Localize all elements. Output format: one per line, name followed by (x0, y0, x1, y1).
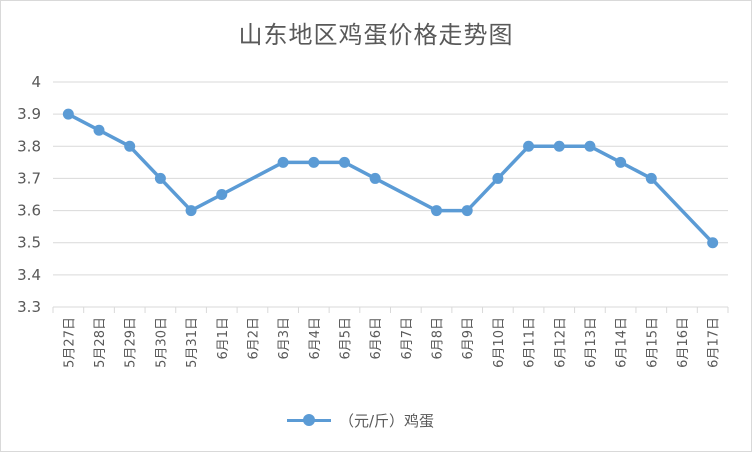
x-tick-label: 5月31日 (185, 317, 200, 368)
data-point (492, 172, 504, 184)
data-point (308, 156, 320, 168)
x-tick-label: 6月6日 (369, 317, 384, 360)
x-tick-label: 6月7日 (400, 317, 415, 360)
data-point (369, 172, 381, 184)
x-tick-label: 6月13日 (584, 317, 599, 368)
data-point (615, 156, 627, 168)
x-tick-label: 6月15日 (645, 317, 660, 368)
y-tick-label: 3.3 (17, 298, 41, 316)
data-point (277, 156, 289, 168)
data-point (461, 205, 473, 217)
data-point (216, 189, 228, 200)
x-tick-label: 6月2日 (246, 317, 261, 360)
data-point (338, 156, 350, 168)
x-tick-label: 5月27日 (62, 317, 77, 368)
data-point (124, 140, 136, 152)
x-tick-label: 6月11日 (523, 317, 538, 368)
x-tick-label: 6月10日 (492, 317, 507, 368)
x-tick-label: 6月9日 (461, 317, 476, 360)
data-point (553, 140, 565, 152)
y-tick-label: 3.8 (17, 137, 41, 155)
x-tick-label: 5月28日 (93, 317, 108, 368)
y-tick-label: 3.6 (17, 202, 41, 220)
data-point (154, 172, 166, 184)
data-point (185, 205, 197, 217)
data-point (645, 172, 657, 184)
data-point (523, 140, 535, 152)
data-point (431, 205, 443, 217)
x-tick-label: 5月29日 (124, 317, 139, 368)
data-point (93, 124, 105, 136)
y-tick-label: 3.4 (17, 266, 41, 284)
x-tick-label: 6月1日 (216, 317, 231, 360)
x-tick-label: 6月5日 (338, 317, 353, 360)
x-tick-label: 6月17日 (707, 317, 722, 368)
data-point (707, 237, 719, 249)
x-tick-label: 6月12日 (553, 317, 568, 368)
x-tick-label: 6月3日 (277, 317, 292, 360)
data-point (584, 140, 596, 152)
x-tick-label: 6月14日 (615, 317, 630, 368)
x-tick-label: 6月4日 (308, 317, 323, 360)
x-tick-label: 6月8日 (431, 317, 446, 360)
y-tick-label: 3.9 (17, 105, 41, 123)
data-point (62, 108, 74, 120)
legend-marker-icon (287, 413, 331, 427)
y-tick-label: 4 (31, 73, 41, 91)
legend-label: （元/斤）鸡蛋 (339, 411, 435, 430)
legend: （元/斤）鸡蛋 (287, 409, 434, 431)
x-tick-label: 6月16日 (676, 317, 691, 368)
chart-title: 山东地区鸡蛋价格走势图 (238, 21, 514, 49)
x-tick-label: 5月30日 (154, 317, 169, 368)
y-tick-label: 3.7 (17, 169, 41, 187)
y-tick-label: 3.5 (17, 234, 41, 252)
